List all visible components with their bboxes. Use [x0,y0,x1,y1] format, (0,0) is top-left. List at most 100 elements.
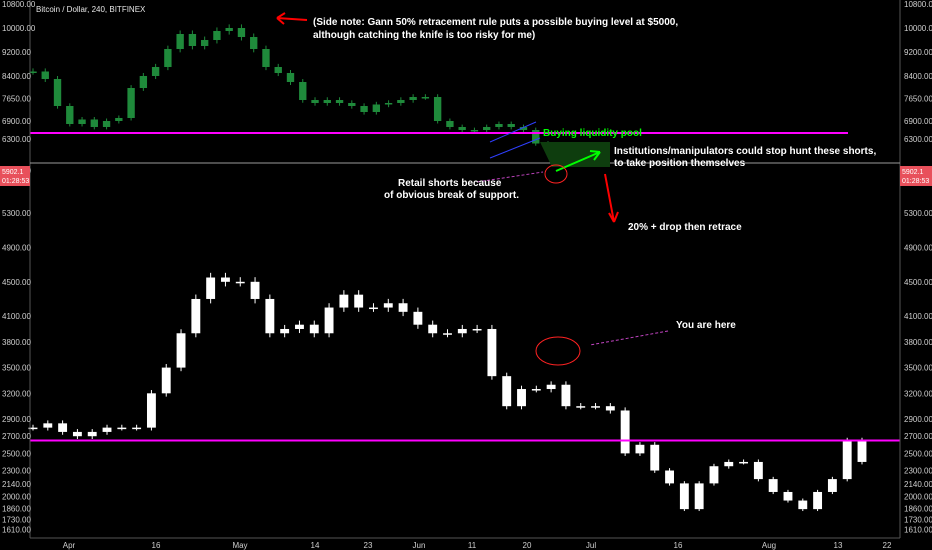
lower-candle [369,307,378,310]
you-are-here-label: You are here [676,320,736,331]
lower-candle [339,294,349,308]
lower-candle [43,423,53,428]
lower-left-tick: 2140.00 [2,480,31,489]
lower-candle [250,281,260,299]
upper-right-tick: 9200.00 [904,48,932,57]
lower-candle [221,277,230,282]
lower-candle [620,410,630,454]
lower-candle [561,384,571,407]
lower-candle [428,324,438,334]
lower-candle [161,367,171,394]
lower-candle [117,427,127,430]
gann-note-line2: although catching the knife is too risky… [313,30,535,41]
lower-candle [324,307,334,334]
lower-candle [309,324,319,334]
lower-candle [28,427,38,430]
lower-candle [709,466,719,484]
upper-candle [372,104,381,112]
liquidity-pool-label: Buying liquidity pool [543,128,642,139]
lower-right-tick: 2300.00 [904,467,932,476]
gann-note-arrow [276,17,308,21]
upper-candle [200,40,209,46]
channel-lower-line [489,137,541,159]
lower-candle [576,406,586,408]
left-timer-value: 01:28:53 [2,178,29,185]
upper-candle [262,49,270,67]
lower-candle [813,491,823,510]
lower-candle [694,483,704,510]
lower-candle [72,431,82,437]
date-tick: 20 [523,541,532,550]
lower-right-tick: 3200.00 [904,389,932,398]
lower-right-tick: 1730.00 [904,515,932,524]
upper-right-tick: 8400.00 [904,72,932,81]
date-tick: Apr [63,541,76,550]
lower-candle [857,440,867,462]
upper-candle [78,119,86,124]
upper-right-tick: 6300.00 [904,135,932,144]
lower-candle [265,298,275,334]
date-tick: 13 [834,541,843,550]
upper-candle [90,119,98,127]
lower-candle [842,440,852,480]
you-are-here-pointer [589,330,669,346]
date-tick: Aug [762,541,776,550]
lower-candle [635,444,645,454]
lower-candle [472,328,482,331]
upper-candle [323,100,331,103]
lower-candle [768,479,778,492]
upper-candle [335,100,344,103]
drop-arrow-head [608,211,619,223]
upper-right-tick: 7650.00 [904,95,932,104]
lower-right-tick: 2700.00 [904,432,932,441]
lower-left-tick: 4100.00 [2,312,31,321]
lower-candle [398,303,408,312]
lower-candle [58,423,68,432]
lower-candle [280,328,290,334]
upper-candle [139,76,148,88]
upper-candle [421,97,430,99]
left-price-tag: 5902.1 01:28:53 [0,166,30,186]
date-tick: 22 [883,541,892,550]
lower-left-tick: 1860.00 [2,504,31,513]
lower-right-tick: 2000.00 [904,492,932,501]
upper-candle [507,124,515,127]
lower-candle [753,461,763,480]
lower-candle [413,311,423,325]
lower-candle [383,303,393,308]
retail-shorts-annotation: Retail shorts because of obvious break o… [384,164,568,201]
current-position-circle [535,336,581,366]
upper-candle [274,67,282,73]
lower-candle [354,294,364,308]
date-tick: May [232,541,247,550]
upper-candle [188,34,197,46]
upper-candle [286,73,295,82]
upper-candle [397,100,405,103]
lower-candle [443,333,452,335]
upper-candle [176,34,184,49]
upper-candle [384,103,393,105]
you-are-here-annotation: You are here [535,320,736,366]
upper-right-price-axis: 6300.00 6900.00 7650.00 8400.00 9200.00 10000… [904,0,932,144]
lower-candle [531,389,541,391]
lower-chart-pane[interactable] [28,272,900,512]
upper-candle [519,127,528,130]
upper-candle [299,82,307,100]
upper-candle [213,31,221,40]
upper-candle [311,100,319,103]
upper-candle [237,28,246,37]
upper-candle [225,28,233,31]
upper-candle [66,106,74,124]
upper-candle [483,127,491,130]
lower-left-tick: 2900.00 [2,415,31,424]
upper-left-price-axis: 6300.00 6900.00 7650.00 8400.00 9200.00 10000… [2,0,36,144]
green-arrow-head [589,150,601,161]
upper-candle [470,130,479,132]
date-tick: 14 [311,541,320,550]
lower-left-tick: 4500.00 [2,278,31,287]
lower-left-tick: 2300.00 [2,467,31,476]
lower-candle [295,324,304,329]
lower-candle [235,281,245,284]
date-tick: 11 [468,541,477,550]
